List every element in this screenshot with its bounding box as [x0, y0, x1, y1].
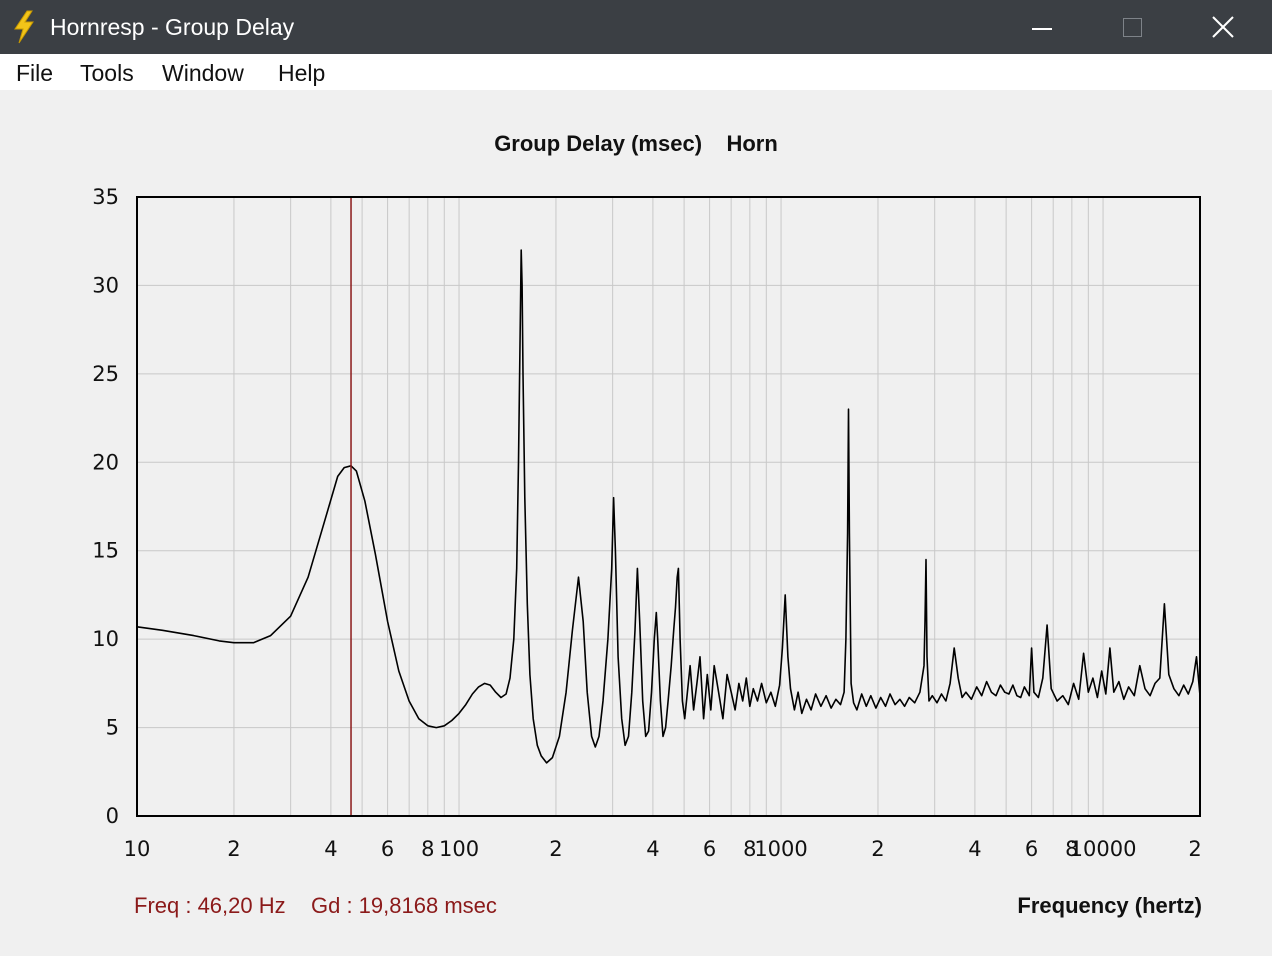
x-tick-label: 2	[1188, 837, 1201, 861]
window-title: Hornresp - Group Delay	[50, 14, 295, 40]
gd-readout: Gd : 19,8168 msec	[311, 893, 497, 918]
x-tick-label: 8	[421, 837, 434, 861]
x-tick-label: 100	[439, 837, 479, 861]
close-icon	[1212, 16, 1234, 38]
x-tick-label: 4	[968, 837, 981, 861]
x-tick-label: 6	[381, 837, 394, 861]
x-tick-label: 2	[871, 837, 884, 861]
x-tick-label: 6	[703, 837, 716, 861]
menu-file[interactable]: File	[16, 60, 54, 86]
freq-readout: Freq : 46,20 Hz	[134, 893, 286, 918]
x-tick-label: 8	[1065, 837, 1078, 861]
chart-title: Group Delay (msec) Horn	[0, 131, 1272, 157]
maximize-button[interactable]	[1088, 0, 1178, 54]
y-tick-label: 25	[92, 362, 119, 386]
x-tick-label: 10	[124, 837, 151, 861]
x-tick-label: 2	[227, 837, 240, 861]
y-tick-label: 35	[92, 185, 119, 209]
lightning-bolt-icon[interactable]	[10, 10, 38, 44]
menu-bar: File Tools Window Help	[0, 54, 1272, 90]
title-bar: Hornresp - Group Delay	[0, 0, 1272, 54]
chart-grid	[137, 197, 1200, 816]
x-tick-label: 8	[743, 837, 756, 861]
menu-help[interactable]: Help	[278, 60, 326, 86]
y-tick-label: 5	[106, 716, 119, 740]
close-button[interactable]	[1178, 0, 1268, 54]
x-axis-label: Frequency (hertz)	[1017, 893, 1202, 918]
x-tick-label: 6	[1025, 837, 1038, 861]
y-tick-label: 15	[92, 539, 119, 563]
y-tick-label: 10	[92, 627, 119, 651]
x-tick-label: 1000	[754, 837, 807, 861]
maximize-icon	[1123, 18, 1142, 37]
minimize-icon	[1032, 28, 1052, 30]
y-tick-label: 30	[92, 273, 119, 297]
x-tick-label: 4	[324, 837, 337, 861]
menu-tools[interactable]: Tools	[80, 60, 134, 86]
y-tick-label: 20	[92, 450, 119, 474]
trace-group	[136, 249, 1201, 764]
chart-subtitle: Horn	[726, 131, 778, 156]
chart-title-text: Group Delay (msec)	[494, 131, 703, 156]
group-delay-trace	[136, 249, 1201, 764]
minimize-button[interactable]	[998, 0, 1088, 54]
y-tick-label: 0	[106, 804, 119, 828]
x-tick-label: 2	[549, 837, 562, 861]
plot-frame	[136, 196, 1201, 817]
y-tick-labels: 0 5 10 15 20 25 30 35	[92, 185, 119, 828]
x-tick-label: 4	[646, 837, 659, 861]
menu-window[interactable]: Window	[162, 60, 244, 86]
x-tick-label: 10000	[1070, 837, 1137, 861]
